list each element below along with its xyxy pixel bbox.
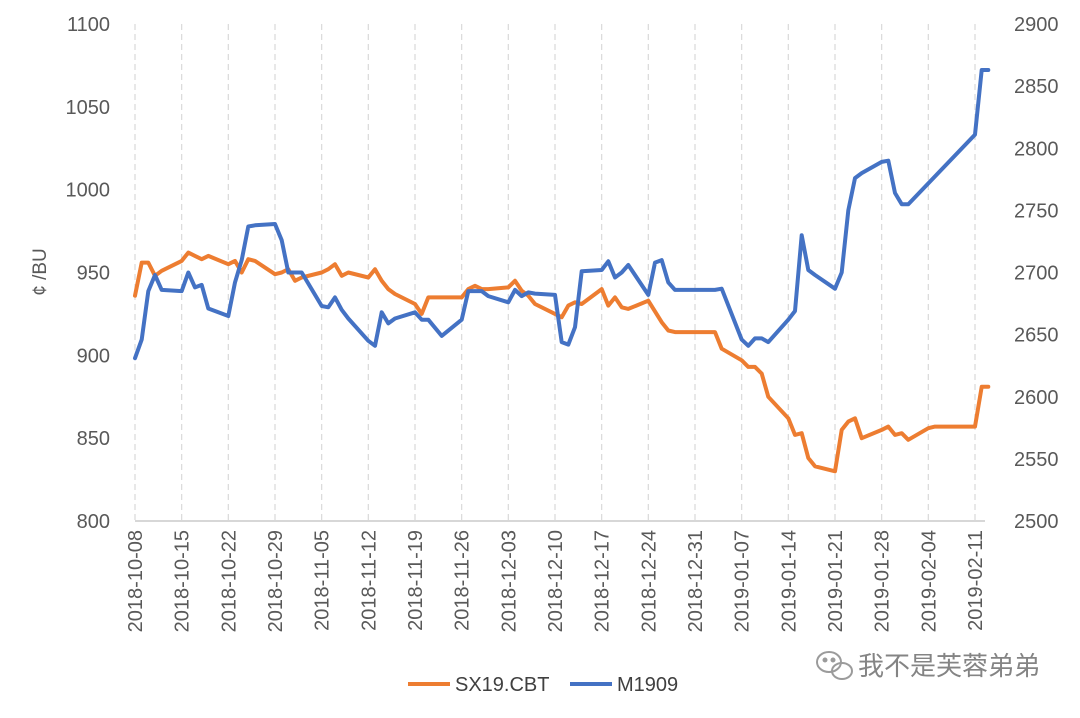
right-y-tick-label: 2850: [1014, 76, 1059, 98]
left-y-tick-label: 800: [77, 511, 110, 533]
right-y-tick-label: 2550: [1014, 449, 1059, 471]
right-y-tick-label: 2650: [1014, 325, 1059, 347]
x-tick-label: 2018-10-22: [218, 530, 240, 632]
x-tick-label: 2019-01-14: [778, 530, 800, 632]
x-tick-label: 2018-12-17: [592, 530, 614, 632]
x-tick-label: 2018-11-19: [405, 530, 427, 631]
left-y-tick-label: 1000: [66, 180, 111, 202]
legend-item-sx19: SX19.CBT: [408, 674, 549, 696]
right-y-tick-label: 2500: [1014, 511, 1059, 533]
x-tick-label: 2019-01-21: [825, 530, 847, 632]
x-tick-label: 2019-01-07: [732, 530, 754, 632]
series-line-m1909: [133, 68, 991, 361]
legend-label-m1909: M1909: [617, 674, 678, 696]
left-y-tick-label: 1100: [67, 14, 110, 36]
x-tick-label: 2019-02-04: [918, 530, 940, 632]
left-y-tick-label: 850: [77, 428, 110, 450]
x-tick-label: 2018-12-10: [545, 530, 567, 632]
x-tick-label: 2018-12-31: [685, 530, 707, 632]
y-axis-label: ¢ /BU: [30, 248, 51, 296]
right-y-axis: 2500 2550 2600 2650 2700 2750 2800 2850 2900: [1014, 14, 1059, 533]
right-y-tick-label: 2800: [1014, 138, 1059, 160]
x-tick-label: 2018-10-08: [125, 530, 147, 632]
right-y-tick-label: 2750: [1014, 200, 1059, 222]
legend-item-m1909: M1909: [570, 674, 678, 696]
left-y-tick-label: 1050: [66, 97, 111, 119]
series-lines: [133, 68, 991, 474]
series-line-sx19-cbt: [133, 250, 991, 474]
legend: SX19.CBT M1909: [408, 674, 678, 696]
x-tick-label: 2018-11-05: [312, 530, 334, 631]
gridlines: [134, 24, 976, 521]
x-tick-label: 2018-12-03: [498, 530, 520, 632]
x-tick-label: 2018-11-12: [358, 530, 380, 631]
right-y-tick-label: 2900: [1014, 14, 1059, 36]
x-axis: 2018-10-08 2018-10-15 2018-10-22 2018-10-29…: [125, 530, 987, 632]
left-y-axis: 800 850 900 950 1000 1050 1100: [66, 14, 111, 533]
left-y-tick-label: 950: [77, 263, 110, 285]
x-tick-label: 2018-11-26: [452, 530, 474, 631]
x-tick-label: 2019-02-11: [965, 530, 987, 631]
left-y-tick-label: 900: [77, 345, 110, 367]
legend-label-sx19: SX19.CBT: [455, 674, 549, 696]
wechat-icon: [816, 651, 853, 680]
x-tick-label: 2018-10-15: [172, 530, 194, 632]
watermark-text: 我不是芙蓉弟弟: [858, 652, 1040, 682]
x-tick-label: 2019-01-28: [872, 530, 894, 632]
right-y-tick-label: 2700: [1014, 263, 1059, 285]
x-tick-label: 2018-12-24: [638, 530, 660, 632]
right-y-tick-label: 2600: [1014, 387, 1059, 409]
watermark: 我不是芙蓉弟弟: [816, 651, 1040, 682]
x-tick-label: 2018-10-29: [265, 530, 287, 632]
